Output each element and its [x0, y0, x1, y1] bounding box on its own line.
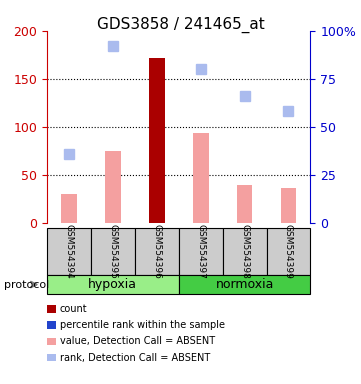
- Text: percentile rank within the sample: percentile rank within the sample: [60, 320, 225, 330]
- Bar: [61, 194, 77, 223]
- Bar: [105, 151, 121, 223]
- Bar: [193, 134, 209, 223]
- Text: hypoxia: hypoxia: [88, 278, 137, 291]
- Text: normoxia: normoxia: [216, 278, 274, 291]
- Text: count: count: [60, 304, 87, 314]
- Text: GSM554394: GSM554394: [64, 224, 73, 279]
- Text: value, Detection Call = ABSENT: value, Detection Call = ABSENT: [60, 336, 215, 346]
- Bar: [149, 58, 165, 223]
- Text: GDS3858 / 241465_at: GDS3858 / 241465_at: [97, 17, 264, 33]
- Bar: [237, 185, 252, 223]
- Text: rank, Detection Call = ABSENT: rank, Detection Call = ABSENT: [60, 353, 210, 362]
- Text: GSM554395: GSM554395: [108, 224, 117, 279]
- Text: GSM554397: GSM554397: [196, 224, 205, 279]
- Text: GSM554399: GSM554399: [284, 224, 293, 279]
- Text: GSM554398: GSM554398: [240, 224, 249, 279]
- Bar: [280, 188, 296, 223]
- Text: GSM554396: GSM554396: [152, 224, 161, 279]
- Text: protocol: protocol: [4, 280, 49, 290]
